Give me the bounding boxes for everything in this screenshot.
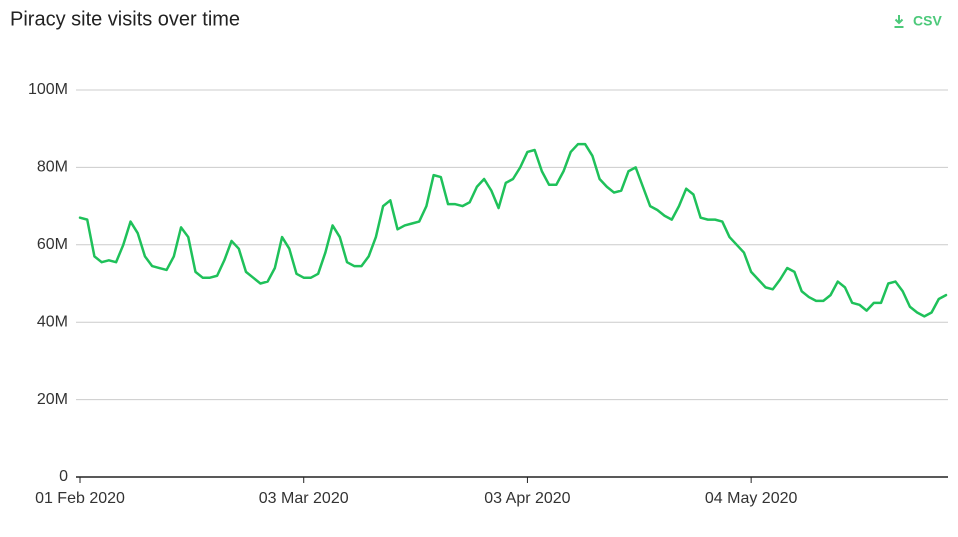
- y-tick-label: 20M: [37, 391, 68, 408]
- y-tick-label: 0: [59, 468, 68, 485]
- x-tick-label: 01 Feb 2020: [35, 490, 125, 507]
- data-line: [78, 142, 948, 318]
- y-tick-label: 80M: [37, 159, 68, 176]
- x-tick-label: 03 Mar 2020: [259, 490, 349, 507]
- csv-button[interactable]: CSV: [894, 13, 943, 29]
- csv-label[interactable]: CSV: [913, 13, 942, 29]
- x-tick-label: 04 May 2020: [705, 490, 798, 507]
- y-tick-label: 40M: [37, 313, 68, 330]
- download-icon: [894, 15, 904, 28]
- chart-title: Piracy site visits over time: [10, 8, 240, 30]
- y-tick-label: 100M: [28, 81, 68, 98]
- x-tick-label: 03 Apr 2020: [484, 490, 570, 507]
- y-tick-label: 60M: [37, 236, 68, 253]
